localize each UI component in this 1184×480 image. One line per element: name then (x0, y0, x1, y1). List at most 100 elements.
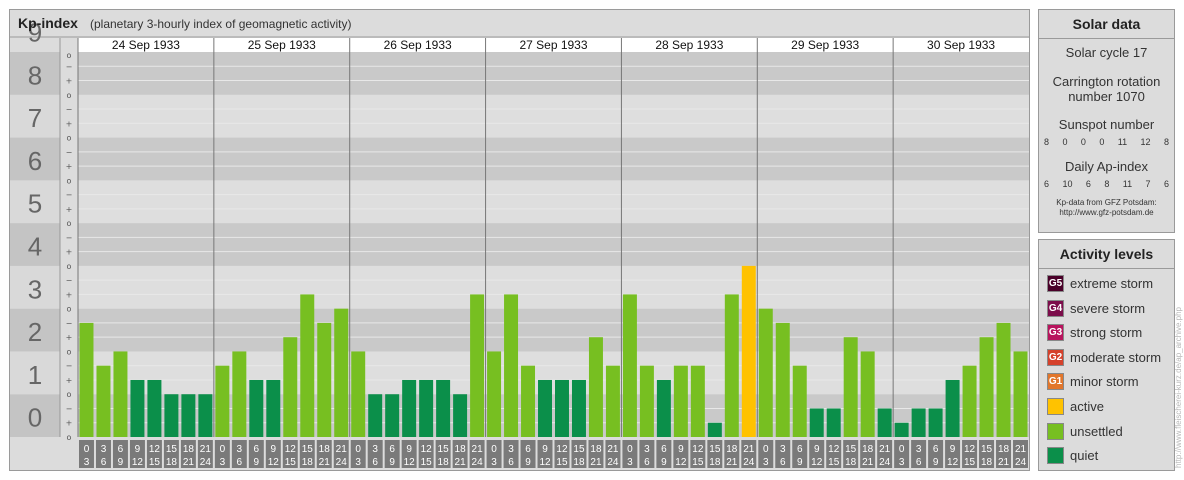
kp-bar (402, 379, 417, 437)
hour-cell (163, 440, 179, 468)
hour-cell (486, 440, 502, 468)
legend-item: unsettled (1047, 422, 1123, 441)
hour-start-label: 6 (389, 444, 395, 455)
hour-end-label: 9 (797, 457, 803, 468)
hour-start-label: 9 (135, 444, 141, 455)
hour-cell (826, 440, 842, 468)
hour-cell (452, 440, 468, 468)
hour-start-label: 21 (879, 444, 891, 455)
hour-end-label: 6 (780, 457, 786, 468)
hour-start-label: 9 (950, 444, 956, 455)
kp-bar (521, 365, 536, 437)
legend-label: strong storm (1070, 325, 1143, 341)
hour-start-label: 3 (372, 444, 378, 455)
y-band (78, 265, 1029, 309)
hour-cell (979, 440, 995, 468)
hour-start-label: 12 (149, 444, 161, 455)
hour-end-label: 15 (149, 457, 161, 468)
ap-value: 10 (1062, 179, 1073, 189)
legend-swatch: G4 (1047, 299, 1064, 317)
chart-header: Kp-index (planetary 3-hourly index of ge… (10, 10, 1029, 37)
hour-cell (945, 440, 961, 468)
hour-start-label: 21 (200, 444, 212, 455)
hour-cell (588, 440, 604, 468)
day-label: 26 Sep 1933 (384, 38, 452, 52)
y-subtick-label: + (66, 333, 73, 342)
kp-bar (215, 365, 230, 437)
watermark: http://www.fleischerei-kurz.de/ap_archiv… (1174, 307, 1183, 468)
y-subtick-label: + (66, 376, 73, 385)
kp-bar (555, 379, 569, 437)
hour-end-label: 3 (355, 457, 361, 468)
hour-cell (996, 440, 1012, 468)
ap-value: 6 (1085, 179, 1091, 189)
ap-value: 11 (1122, 179, 1133, 189)
y-subtick-label: o (67, 134, 72, 143)
hour-cell (333, 440, 349, 468)
hour-end-label: 15 (556, 457, 568, 468)
y-tick-label: 9 (28, 18, 42, 48)
hour-end-label: 15 (421, 457, 433, 468)
kp-bar (809, 408, 824, 437)
hour-end-label: 3 (84, 457, 90, 468)
hour-cell (843, 440, 859, 468)
hour-cell (571, 440, 587, 468)
hour-start-label: 6 (525, 444, 531, 455)
hour-cell (265, 440, 281, 468)
kp-bar (385, 394, 400, 437)
hour-start-label: 15 (573, 444, 585, 455)
hour-end-label: 21 (726, 457, 738, 468)
hour-start-label: 18 (455, 444, 467, 455)
hour-cell (180, 440, 196, 468)
y-subtick-label: o (67, 219, 72, 228)
hour-start-label: 6 (254, 444, 260, 455)
legend-label: unsettled (1070, 423, 1123, 439)
kp-bar (741, 265, 756, 437)
hour-cell (384, 440, 400, 468)
kp-bar (232, 351, 247, 437)
ap-label: Daily Ap-index (1064, 159, 1149, 174)
hour-end-label: 6 (372, 457, 378, 468)
hour-end-label: 24 (1015, 457, 1027, 468)
y-subtick-label: o (67, 91, 72, 100)
y-tick-label: 6 (28, 146, 42, 176)
hour-start-label: 3 (101, 444, 107, 455)
kp-bar (453, 394, 468, 437)
hour-start-label: 21 (472, 444, 484, 455)
kp-bar (792, 365, 807, 437)
y-band (78, 137, 1029, 181)
hour-end-label: 18 (573, 457, 585, 468)
sunspot-values: 8 0 0 0 11 12 8 (1039, 137, 1174, 147)
hour-end-label: 3 (899, 457, 905, 468)
sunspot-value: 11 (1117, 137, 1128, 147)
kp-bar (758, 308, 773, 437)
y-label-band (10, 180, 60, 224)
hour-start-label: 9 (814, 444, 820, 455)
legend-item: G2 moderate storm (1047, 348, 1161, 367)
ap-value: 7 (1145, 179, 1151, 189)
sunspot-value: 0 (1062, 137, 1068, 147)
hour-start-label: 6 (118, 444, 124, 455)
legend-swatch (1047, 422, 1064, 440)
day-label: 24 Sep 1933 (112, 38, 180, 52)
hour-end-label: 18 (302, 457, 314, 468)
hour-cell (690, 440, 706, 468)
y-subtick-label: + (66, 119, 73, 128)
kp-bar (622, 294, 637, 437)
hour-start-label: 3 (237, 444, 243, 455)
hour-cell (79, 440, 94, 468)
hour-cell (928, 440, 944, 468)
kp-bar (487, 351, 502, 437)
kp-bar (79, 322, 94, 437)
hour-end-label: 6 (644, 457, 650, 468)
y-label-band (10, 223, 60, 266)
hour-end-label: 6 (508, 457, 514, 468)
kp-bar (198, 394, 213, 437)
hour-start-label: 18 (319, 444, 331, 455)
hour-start-label: 12 (421, 444, 433, 455)
hour-end-label: 15 (828, 457, 840, 468)
kp-bar (724, 294, 739, 437)
kp-bar (96, 365, 111, 437)
hour-end-label: 24 (336, 457, 348, 468)
day-label: 27 Sep 1933 (519, 38, 587, 52)
